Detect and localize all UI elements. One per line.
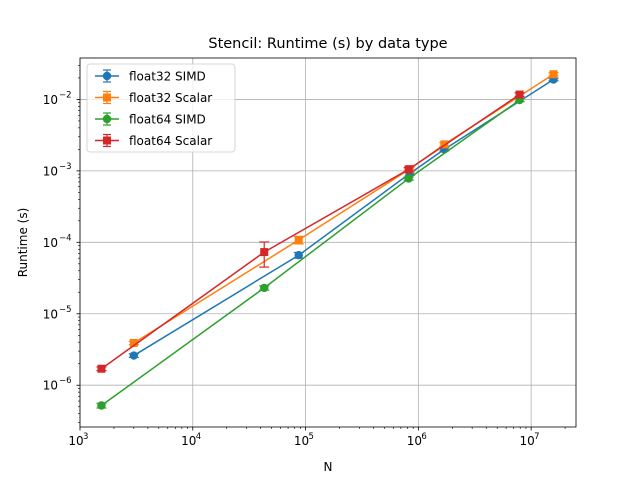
data-point — [97, 364, 106, 373]
data-point — [129, 338, 138, 347]
x-tick-label: 10 — [407, 434, 422, 448]
series-float64-scalar — [96, 90, 525, 373]
data-point — [440, 140, 449, 149]
legend-swatch-marker — [103, 93, 111, 102]
series-line — [101, 93, 520, 370]
x-axis-label: N — [324, 460, 333, 474]
x-tick-label: 10 — [181, 434, 196, 448]
x-tick-exponent: 7 — [534, 432, 539, 442]
data-point — [294, 235, 303, 244]
y-tick-label: 10 — [43, 236, 58, 250]
y-tick-label: 10 — [43, 164, 58, 178]
x-tick-label: 10 — [519, 434, 534, 448]
legend-box — [86, 63, 236, 153]
x-tick-exponent: 3 — [83, 432, 88, 442]
series-float64-simd — [96, 95, 525, 410]
grid — [79, 58, 576, 427]
y-tick-label: 10 — [43, 93, 58, 107]
data-point — [260, 248, 269, 257]
y-tick-label: 10 — [43, 307, 58, 321]
data-point — [515, 90, 524, 99]
x-tick-label: 10 — [294, 434, 309, 448]
y-axis-label: Runtime (s) — [16, 208, 30, 278]
y-tick-exponent: −3 — [59, 162, 72, 172]
legend-label: float64 SIMD — [129, 113, 206, 127]
y-tick-label: 10 — [43, 379, 58, 393]
legend-label: float32 SIMD — [129, 70, 206, 84]
legend-swatch-marker — [103, 136, 111, 145]
data-point — [97, 401, 106, 410]
legend: float32 SIMD float32 Scalar float64 SIMD fl… — [86, 63, 236, 153]
legend-item: float32 Scalar — [95, 90, 212, 105]
axis-ticks: 10 3 10 4 10 5 10 6 10 710 −610 −510 −410 −310 −2 — [43, 65, 566, 448]
chart-title: Stencil: Runtime (s) by data type — [208, 36, 447, 52]
legend-swatch-marker — [102, 114, 112, 124]
legend-swatch-marker — [102, 71, 112, 81]
data-point — [404, 165, 413, 174]
y-tick-exponent: −5 — [59, 305, 72, 315]
data-point — [294, 251, 303, 260]
legend-item: float64 Scalar — [95, 133, 212, 148]
legend-label: float64 Scalar — [129, 134, 212, 148]
data-point — [404, 174, 413, 183]
x-tick-exponent: 6 — [421, 432, 426, 442]
y-tick-exponent: −6 — [59, 376, 72, 386]
legend-item: float64 SIMD — [95, 112, 206, 127]
plot-series — [96, 70, 559, 410]
x-tick-exponent: 5 — [309, 432, 314, 442]
legend-item: float32 SIMD — [95, 69, 206, 84]
legend-label: float32 Scalar — [129, 91, 212, 105]
data-point — [129, 351, 139, 360]
series-line — [101, 99, 521, 407]
y-tick-exponent: −4 — [59, 233, 72, 243]
data-point — [260, 283, 269, 293]
x-tick-label: 10 — [68, 434, 83, 448]
x-tick-exponent: 4 — [196, 432, 201, 442]
data-point — [549, 70, 558, 79]
y-tick-exponent: −2 — [59, 90, 72, 100]
